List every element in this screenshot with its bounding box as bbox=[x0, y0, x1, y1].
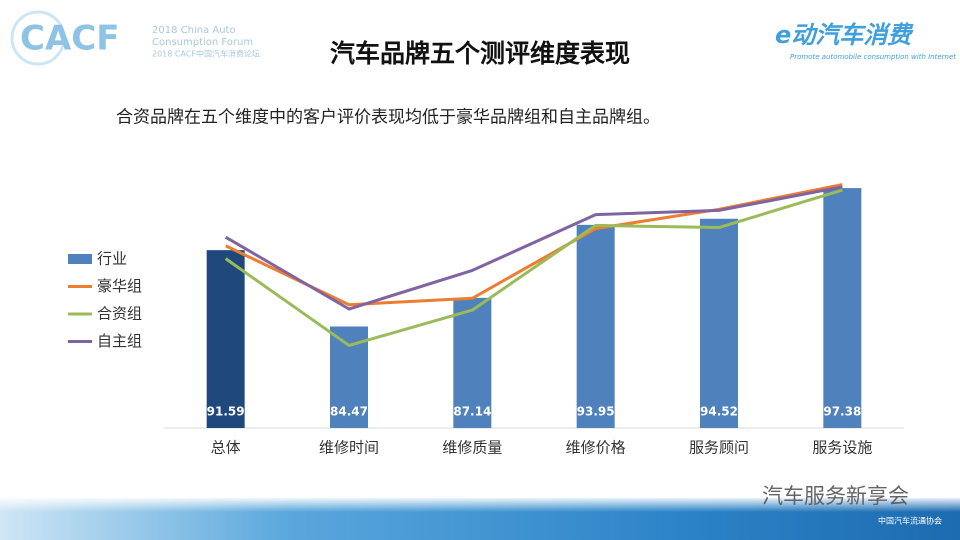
value-label: 87.14 bbox=[453, 405, 491, 419]
bar bbox=[823, 188, 862, 428]
subtitle: 合资品牌在五个维度中的客户评价表现均低于豪华品牌组和自主品牌组。 bbox=[116, 107, 660, 128]
partner-tagline: Promote automobile consumption with Inte… bbox=[790, 53, 956, 61]
bar bbox=[330, 326, 368, 428]
footer-fade bbox=[0, 498, 960, 512]
partner-logo: e动汽车消费 bbox=[775, 21, 914, 49]
x-tick-label: 维修质量 bbox=[442, 439, 502, 457]
bar bbox=[700, 218, 738, 428]
x-tick-label: 维修时间 bbox=[319, 439, 379, 457]
bar bbox=[576, 224, 615, 428]
value-label: 84.47 bbox=[330, 405, 368, 419]
logo: CACF bbox=[20, 19, 119, 59]
x-tick-label: 维修价格 bbox=[566, 439, 626, 457]
association: 中国汽车流通协会 bbox=[878, 516, 942, 526]
value-label: 97.38 bbox=[823, 405, 861, 419]
bar bbox=[453, 297, 492, 428]
x-tick-label: 总体 bbox=[211, 439, 241, 457]
title: 汽车品牌五个测评维度表现 bbox=[330, 39, 630, 68]
line bbox=[225, 183, 843, 307]
logo-text: 2018 CACF中国汽车消费论坛 bbox=[152, 49, 260, 59]
line bbox=[224, 185, 843, 311]
legend-label: 豪华组 bbox=[97, 277, 142, 295]
bar bbox=[206, 250, 245, 428]
x-tick-label: 服务顾问 bbox=[689, 439, 749, 457]
value-label: 94.52 bbox=[700, 405, 738, 419]
legend-label: 自主组 bbox=[97, 332, 142, 350]
legend-label: 行业 bbox=[97, 250, 127, 268]
logo-text: 2018 China Auto bbox=[152, 25, 236, 36]
logo-ring bbox=[10, 10, 66, 66]
logo-text: Consumption Forum bbox=[152, 37, 253, 48]
x-tick-label: 服务设施 bbox=[812, 439, 872, 457]
value-label: 91.59 bbox=[207, 405, 245, 419]
value-label: 93.95 bbox=[577, 405, 615, 419]
watermark: 汽车服务新享会 bbox=[762, 484, 909, 508]
chart: 总体 维修时间 维修质量 维修价格 服务顾问 服务设施 91.59 84.47 87.14 93.… bbox=[68, 183, 904, 457]
legend-swatch bbox=[68, 254, 92, 264]
legend-label: 合资组 bbox=[97, 305, 142, 323]
line bbox=[224, 188, 843, 347]
